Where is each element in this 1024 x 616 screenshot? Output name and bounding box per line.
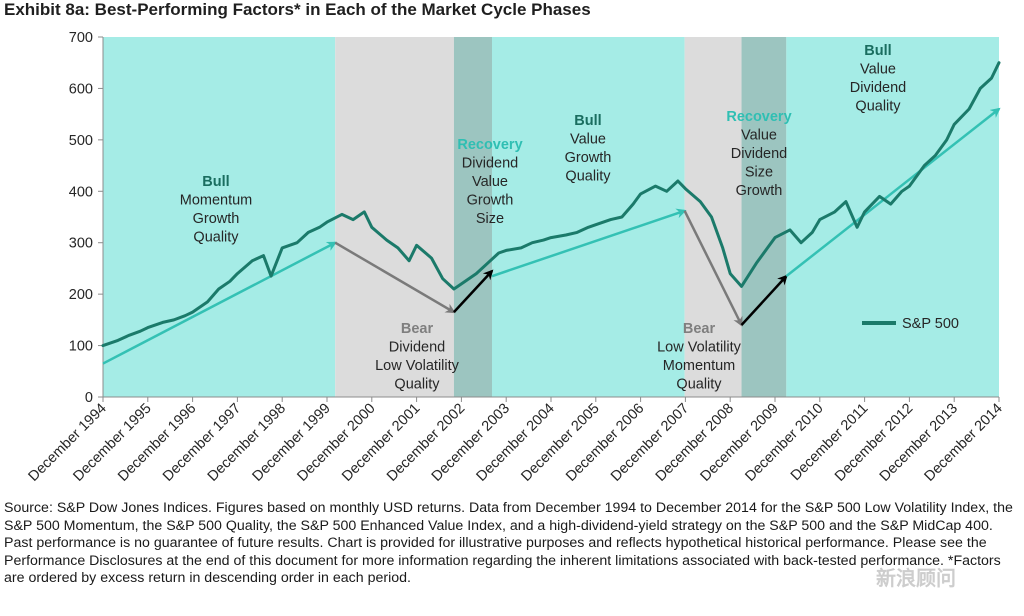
source-note: Source: S&P Dow Jones Indices. Figures b…	[4, 500, 1013, 586]
watermark: 新浪顾问	[876, 566, 956, 590]
x-tick-label: December 2004	[474, 401, 558, 485]
phase-arrow-1	[334, 241, 456, 314]
x-tick-label: December 2011	[788, 401, 872, 485]
phase-factor-label: Low Volatility	[375, 358, 460, 374]
series-line-sp500	[101, 61, 1001, 348]
x-tick-label: December 2005	[518, 401, 602, 485]
x-tick-label: December 1996	[115, 401, 199, 485]
phase-band-3	[491, 37, 685, 397]
phase-arrow-3	[491, 208, 687, 278]
x-tick-label: December 2002	[384, 401, 468, 485]
x-tick-label: December 1998	[205, 401, 289, 485]
phase-factor-label: Growth	[565, 150, 612, 166]
y-tick-label: 400	[69, 184, 93, 200]
phase-label-5: Recovery Value Dividend Size Growth	[726, 109, 791, 199]
y-tick-label: 600	[69, 81, 93, 97]
phase-arrow-2	[453, 269, 494, 313]
phase-factor-label: Growth	[467, 193, 514, 209]
x-tick-label: December 2000	[294, 401, 378, 485]
phase-factor-label: Dividend	[850, 80, 906, 96]
x-tick-label: December 2010	[742, 401, 826, 485]
x-tick-label: December 2014	[922, 401, 1006, 485]
x-tick-label: December 1999	[250, 401, 334, 485]
phase-factor-label: Value	[741, 128, 777, 144]
x-tick-label: December 2013	[877, 401, 961, 485]
phase-band-0	[103, 37, 336, 397]
phase-factor-label: Quality	[676, 377, 722, 393]
y-tick-label: 0	[85, 390, 93, 406]
phase-factor-label: Size	[476, 211, 504, 227]
x-tick-label: December 2006	[563, 401, 647, 485]
x-tick-label: December 2009	[698, 401, 782, 485]
phase-label-0: Bull Momentum Growth Quality	[180, 174, 253, 246]
phase-type-label: Bull	[574, 113, 601, 129]
phase-factor-label: Growth	[193, 211, 240, 227]
phase-labels: Bull Momentum Growth Quality Bear Dividend Low…	[180, 43, 906, 393]
y-tick-label: 200	[69, 287, 93, 303]
phase-label-3: Bull Value Growth Quality	[565, 113, 612, 185]
x-tick-label: December 2003	[429, 401, 513, 485]
phase-factor-label: Value	[860, 62, 896, 78]
y-tick-label: 100	[69, 339, 93, 355]
phase-factor-label: Dividend	[389, 340, 445, 356]
phase-band-2	[453, 37, 492, 397]
legend: S&P 500	[862, 316, 959, 332]
phase-arrow-4	[683, 210, 743, 327]
phase-factor-label: Value	[570, 132, 606, 148]
phase-factor-label: Low Volatility	[657, 340, 742, 356]
phase-arrow-0	[102, 241, 337, 365]
x-tick-label: December 2001	[339, 401, 423, 485]
phase-arrow-5	[740, 274, 788, 326]
phase-band-5	[741, 37, 787, 397]
phase-factor-label: Size	[745, 165, 773, 181]
phase-type-label: Bull	[202, 174, 229, 190]
phase-factor-label: Dividend	[731, 146, 787, 162]
phase-factor-label: Dividend	[462, 156, 518, 172]
phase-factor-label: Quality	[855, 99, 901, 115]
phase-arrow-6	[785, 107, 1001, 278]
x-tick-label: December 1997	[160, 401, 244, 485]
phase-factor-label: Quality	[193, 230, 239, 246]
x-tick-label: December 2007	[608, 401, 692, 485]
legend-label-sp500: S&P 500	[902, 316, 959, 332]
x-tick-label: December 2012	[832, 401, 916, 485]
phase-factor-label: Momentum	[180, 193, 253, 209]
phase-type-label: Recovery	[726, 109, 791, 125]
phase-factor-label: Quality	[394, 377, 440, 393]
y-axis: 0 100 200 300 400 500 600 700	[69, 30, 104, 406]
phase-type-label: Recovery	[457, 137, 522, 153]
phase-label-2: Recovery Dividend Value Growth Size	[457, 137, 522, 227]
y-tick-label: 300	[69, 236, 93, 252]
phase-label-1: Bear Dividend Low Volatility Quality	[375, 321, 460, 393]
phase-type-label: Bull	[864, 43, 891, 59]
phase-factor-label: Value	[472, 174, 508, 190]
phase-type-label: Bear	[401, 321, 434, 337]
phase-label-6: Bull Value Dividend Quality	[850, 43, 906, 115]
phase-factor-label: Growth	[736, 183, 783, 199]
phase-label-4: Bear Low Volatility Momentum Quality	[657, 321, 742, 393]
phase-factor-label: Quality	[565, 169, 611, 185]
phase-factor-label: Momentum	[663, 358, 736, 374]
x-tick-label: December 2008	[653, 401, 737, 485]
x-tick-label: December 1994	[26, 401, 110, 485]
y-tick-label: 500	[69, 133, 93, 149]
phase-type-label: Bear	[683, 321, 716, 337]
x-tick-label: December 1995	[70, 401, 154, 485]
y-tick-label: 700	[69, 30, 93, 46]
phase-arrows	[102, 107, 1001, 365]
chart-title: Exhibit 8a: Best-Performing Factors* in …	[4, 0, 591, 19]
series-group	[101, 61, 1001, 348]
